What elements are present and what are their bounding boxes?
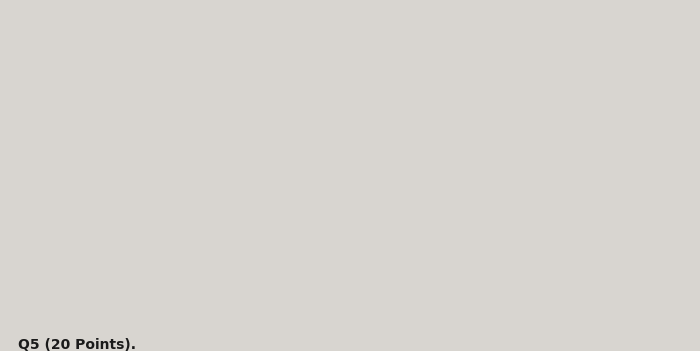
- Text: Q5 (20 Points).: Q5 (20 Points).: [18, 338, 136, 351]
